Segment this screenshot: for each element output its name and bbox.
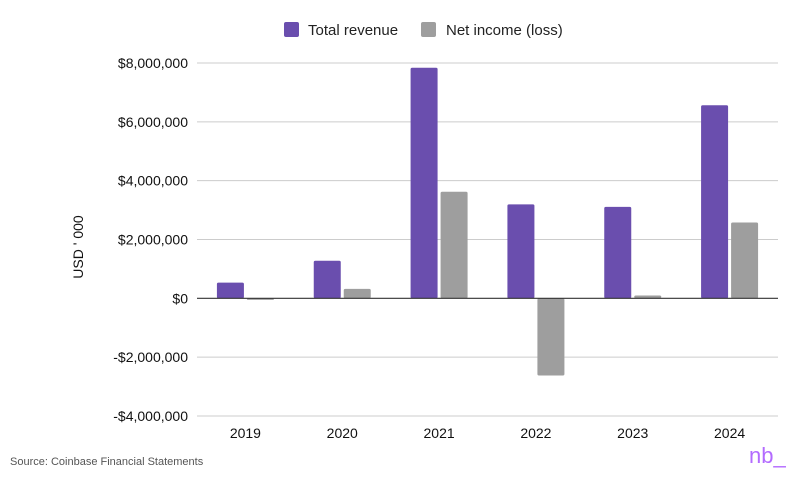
x-tick-label: 2024: [714, 425, 745, 441]
legend-swatch: [284, 22, 299, 37]
y-tick-label: $0: [172, 290, 188, 306]
legend-swatch: [421, 22, 436, 37]
x-tick-label: 2019: [230, 425, 261, 441]
x-tick-label: 2023: [617, 425, 648, 441]
brand-logo: nb_: [749, 443, 786, 468]
bar-net-income-2020: [343, 288, 371, 299]
y-axis-label: USD ' 000: [70, 215, 86, 279]
bar-total-revenue-2021: [410, 67, 438, 299]
source-note: Source: Coinbase Financial Statements: [10, 456, 204, 468]
legend-label: Net income (loss): [446, 22, 563, 39]
bar-net-income-2023: [634, 295, 662, 299]
x-tick-label: 2021: [424, 425, 455, 441]
bar-total-revenue-2023: [604, 206, 632, 299]
y-tick-label: $8,000,000: [118, 55, 188, 71]
x-axis-ticks: 2019 2020 2021 2022 2023 2024: [230, 425, 746, 441]
y-tick-label: -$4,000,000: [113, 408, 188, 424]
grid-lines: [197, 62, 778, 417]
legend: Total revenue Net income (loss): [284, 22, 563, 39]
legend-label: Total revenue: [308, 22, 398, 39]
bar-total-revenue-2019: [216, 282, 244, 299]
y-tick-label: $4,000,000: [118, 173, 188, 189]
bars: [216, 67, 759, 376]
x-tick-label: 2022: [520, 425, 551, 441]
y-tick-label: $2,000,000: [118, 232, 188, 248]
y-tick-label: -$2,000,000: [113, 349, 188, 365]
x-tick-label: 2020: [327, 425, 358, 441]
bar-total-revenue-2020: [313, 260, 341, 299]
bar-total-revenue-2022: [507, 204, 535, 299]
bar-net-income-2021: [440, 191, 468, 299]
bar-total-revenue-2024: [701, 105, 729, 299]
bar-net-income-2024: [731, 222, 759, 299]
bar-net-income-2022: [537, 298, 565, 376]
y-axis-ticks: -$4,000,000 -$2,000,000 $0 $2,000,000 $4,000…: [113, 55, 188, 424]
y-tick-label: $6,000,000: [118, 114, 188, 130]
